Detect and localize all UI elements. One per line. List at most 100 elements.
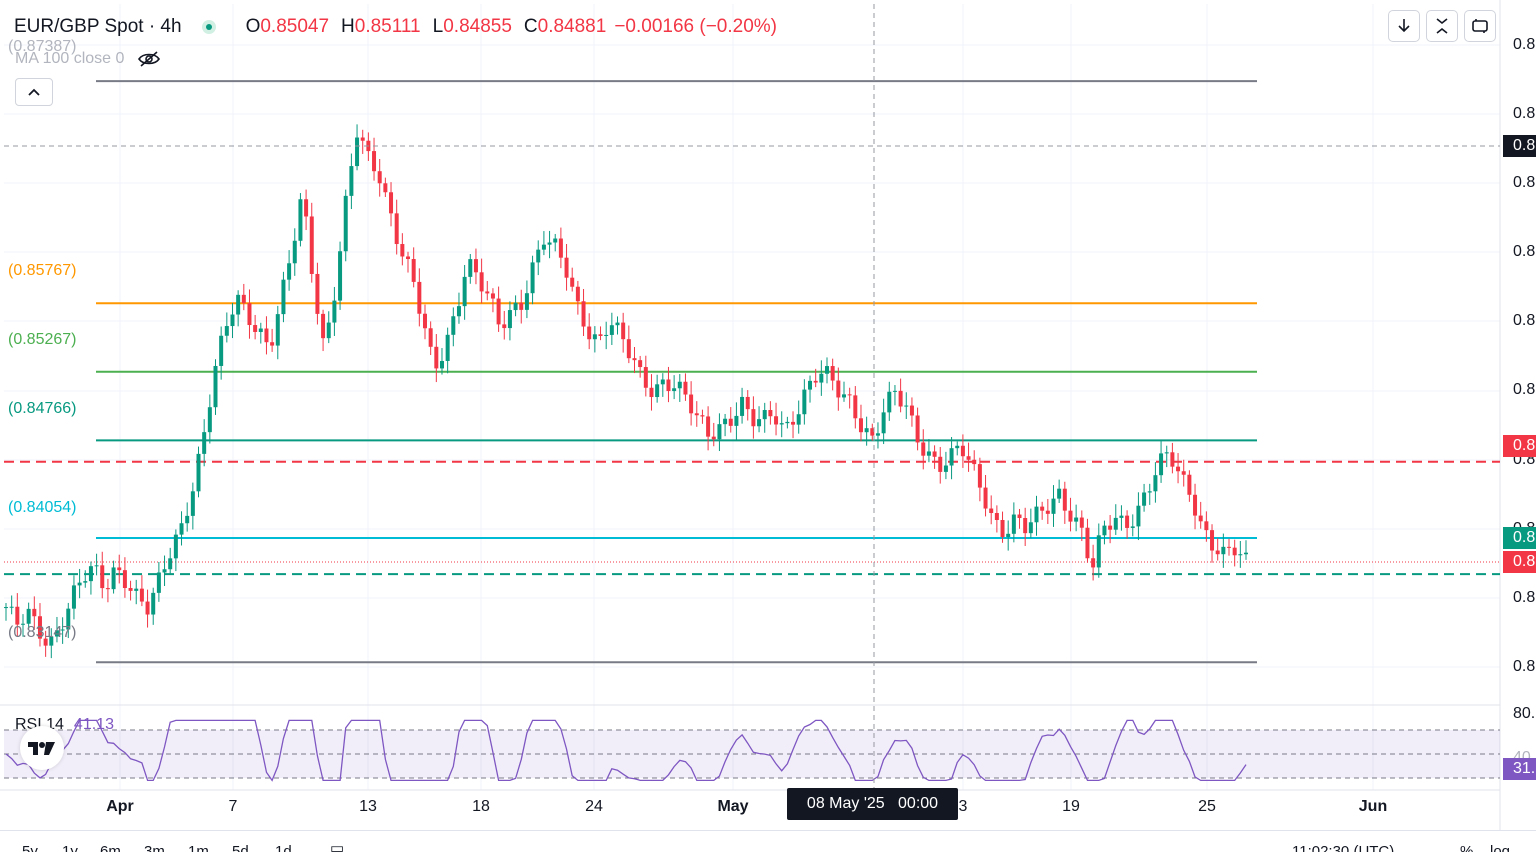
candle-up	[207, 407, 212, 433]
candle-up	[1221, 546, 1226, 555]
candle-down	[1017, 514, 1022, 519]
range-5y[interactable]: 5y	[22, 843, 38, 852]
x-axis-tick: 7	[228, 798, 238, 815]
candle-up	[1074, 517, 1079, 522]
range-3m[interactable]: 3m	[144, 843, 165, 852]
candle-up	[275, 314, 280, 346]
candle-up	[1130, 526, 1135, 528]
candle-down	[558, 238, 563, 258]
candle-down	[1181, 471, 1186, 475]
candle-up	[779, 423, 784, 425]
rsi-axis-tick: 80.	[1513, 705, 1536, 722]
candle-down	[32, 608, 37, 617]
range-5d[interactable]: 5d	[232, 843, 249, 852]
candle-up	[536, 249, 541, 263]
candle-up	[785, 421, 790, 424]
candle-up	[468, 259, 473, 277]
candle-up	[1153, 475, 1158, 492]
range-6m[interactable]: 6m	[100, 843, 121, 852]
candle-down	[706, 416, 711, 437]
snapshot-button[interactable]	[1464, 10, 1496, 42]
candle-up	[513, 302, 518, 311]
candle-down	[1000, 519, 1005, 537]
candle-up	[287, 263, 292, 280]
x-axis-tick: 3	[958, 798, 968, 815]
candle-up	[1034, 506, 1039, 523]
utc-clock[interactable]: 11:02:30 (UTC)	[1292, 843, 1395, 852]
candle-up	[1051, 498, 1056, 514]
chart-grid	[0, 0, 1501, 830]
ma-label: MA 100 close 0	[15, 50, 125, 67]
candle-down	[1040, 506, 1045, 511]
candle-up	[185, 515, 190, 524]
candle-up	[20, 623, 25, 625]
candle-up	[875, 433, 880, 436]
candle-down	[264, 328, 269, 343]
range-1d[interactable]: 1d	[275, 843, 292, 852]
price-axis-tick: 0.8	[1513, 174, 1536, 191]
rsi-line	[5, 719, 1247, 782]
candle-down	[1198, 515, 1203, 522]
open-value: 0.85047	[260, 16, 330, 37]
candle-down	[400, 244, 405, 257]
candle-down	[100, 565, 105, 589]
ma-legend[interactable]: MA 100 close 0	[15, 50, 161, 68]
change-value: −0.00166 (−0.20%)	[614, 16, 778, 37]
candle-up	[723, 418, 728, 425]
ghost-price-label: (0.87387)	[8, 38, 77, 55]
candle-down	[932, 451, 937, 457]
candle-up	[677, 381, 682, 389]
candle-down	[37, 616, 42, 639]
x-axis-tick: May	[717, 798, 749, 815]
tradingview-logo-icon[interactable]	[20, 726, 64, 770]
symbol-title[interactable]: EUR/GBP Spot · 4h	[14, 16, 182, 37]
horizontal-levels	[4, 80, 1500, 664]
candle-up	[762, 410, 767, 420]
candle-down	[406, 256, 411, 260]
candle-down	[768, 410, 773, 417]
candle-up	[213, 365, 218, 408]
collapse-legend-button[interactable]	[15, 78, 53, 106]
candle-down	[853, 395, 858, 419]
candle-down	[105, 588, 110, 590]
candle-down	[921, 442, 926, 456]
fullscreen-icon	[1436, 18, 1448, 34]
candle-up	[507, 310, 512, 329]
calendar-icon[interactable]: ▭	[330, 840, 345, 852]
candle-down	[1187, 474, 1192, 495]
fullscreen-button[interactable]	[1426, 10, 1458, 42]
candle-up	[660, 379, 665, 385]
candle-down	[643, 367, 648, 388]
candle-up	[819, 373, 824, 383]
candle-up	[71, 585, 76, 609]
candle-up	[190, 491, 195, 516]
candle-up	[111, 567, 116, 590]
candle-down	[728, 418, 733, 426]
candle-down	[383, 183, 388, 193]
candle-down	[360, 137, 365, 141]
candles	[4, 124, 1248, 659]
candle-up	[196, 453, 201, 492]
candle-up	[83, 581, 88, 583]
candle-down	[791, 421, 796, 425]
snapshot-icon	[1472, 19, 1488, 33]
candle-down	[1227, 546, 1232, 548]
eye-hidden-icon[interactable]	[138, 51, 161, 67]
range-1y[interactable]: 1y	[62, 843, 78, 852]
range-1m[interactable]: 1m	[188, 843, 209, 852]
candle-down	[145, 601, 150, 615]
log-toggle[interactable]: log	[1490, 843, 1511, 852]
level-label-cyan: (0.84054)	[8, 499, 77, 516]
rsi-value: 41.13	[73, 716, 114, 733]
level-label-green: (0.85267)	[8, 331, 77, 348]
candle-up	[94, 565, 99, 567]
candle-down	[830, 366, 835, 381]
candle-up	[162, 569, 167, 573]
download-button[interactable]	[1388, 10, 1420, 42]
candle-down	[972, 459, 977, 465]
candle-down	[434, 346, 439, 369]
candle-down	[417, 281, 422, 314]
level-label-teal: (0.84766)	[8, 400, 77, 417]
percent-toggle[interactable]: %	[1460, 843, 1474, 852]
